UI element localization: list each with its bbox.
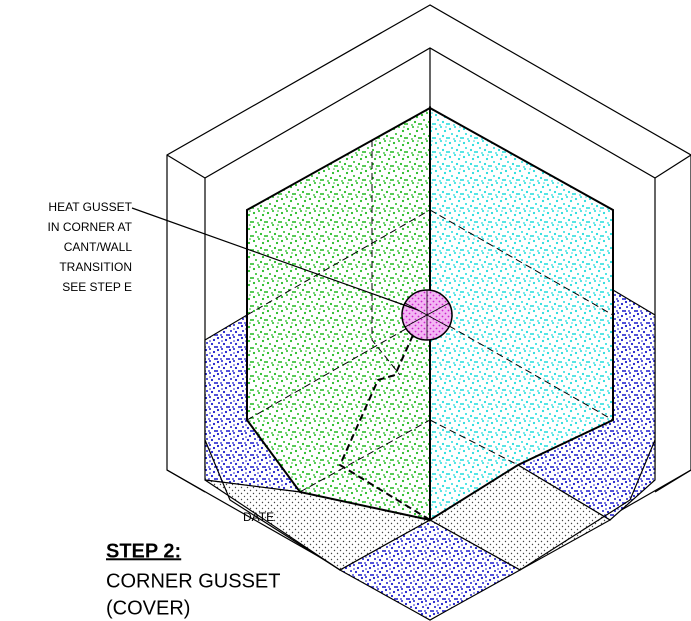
- step-line: CORNER GUSSET: [106, 570, 280, 592]
- date-label: DATE: [243, 510, 274, 524]
- callout: HEAT GUSSET IN CORNER AT CANT/WALL TRANS…: [48, 200, 133, 294]
- gusset: [401, 289, 453, 341]
- fold-lines: [246, 140, 614, 521]
- panels: [204, 106, 656, 621]
- callout-line: HEAT GUSSET: [48, 200, 132, 214]
- step-line: (COVER): [106, 597, 190, 619]
- step-title: STEP 2:: [106, 540, 181, 562]
- leader-line: [131, 207, 419, 311]
- callout-line: IN CORNER AT: [48, 220, 133, 234]
- callout-line: TRANSITION: [59, 260, 132, 274]
- callout-line: SEE STEP E: [62, 280, 132, 294]
- callout-line: CANT/WALL: [64, 240, 133, 254]
- step: STEP 2: CORNER GUSSET (COVER): [106, 540, 280, 619]
